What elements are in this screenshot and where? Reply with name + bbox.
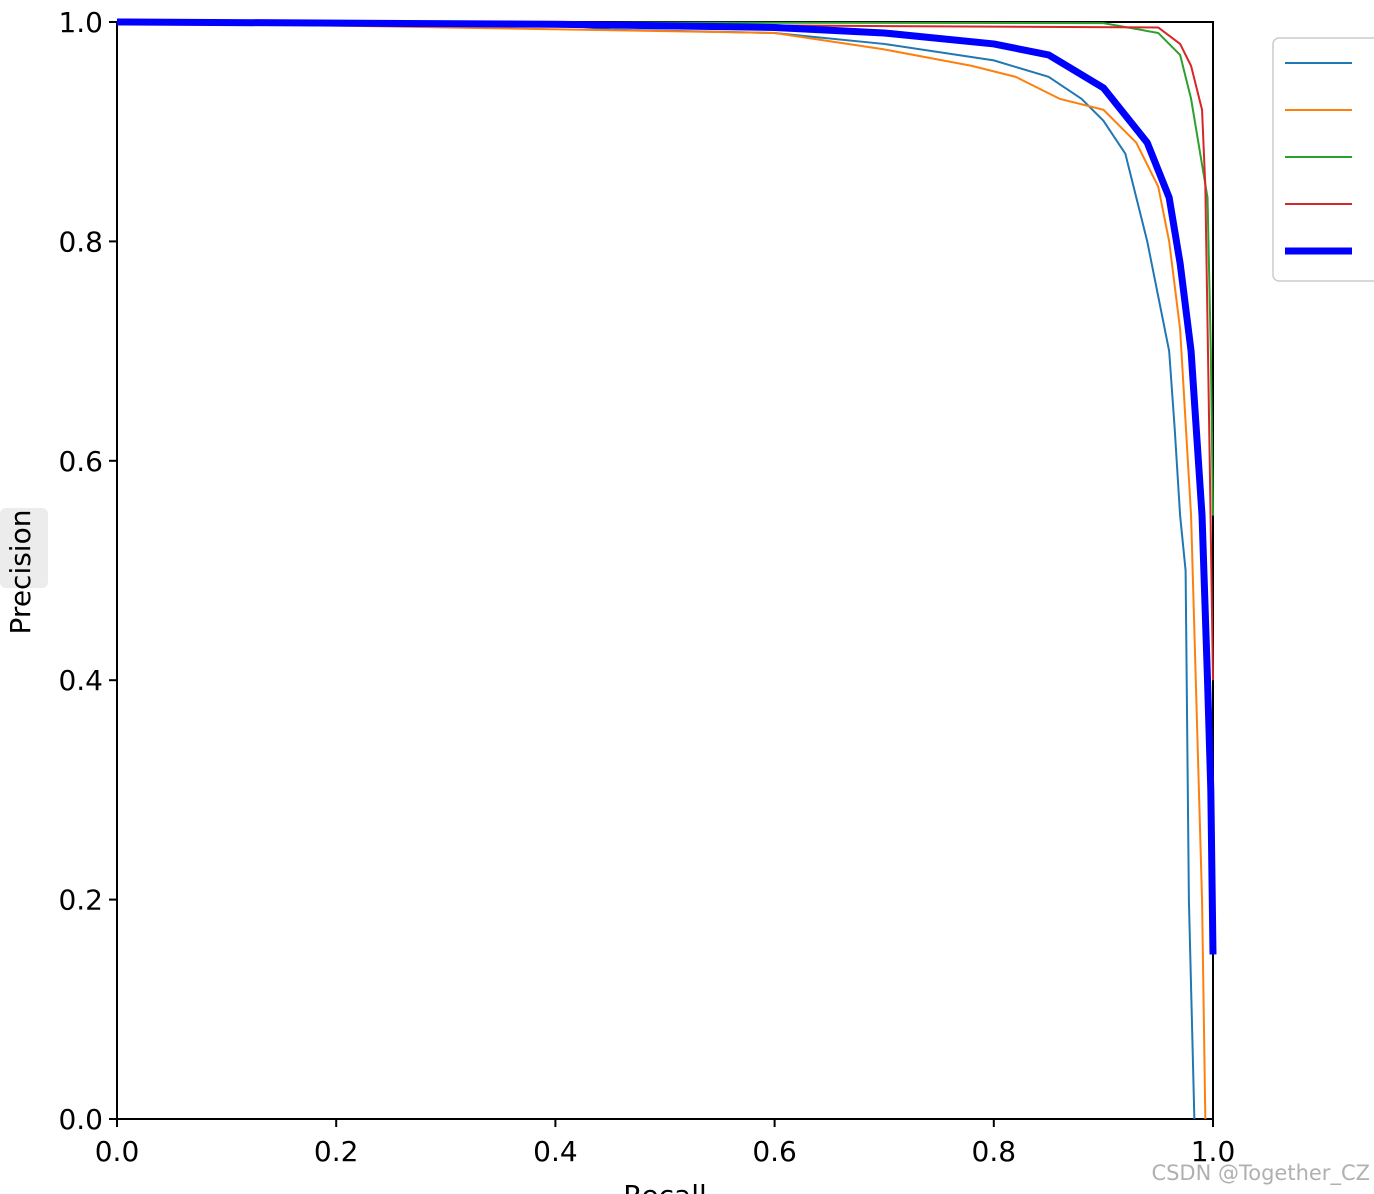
y-tick-label: 0.8 <box>58 225 103 258</box>
y-tick-label: 0.2 <box>58 884 103 917</box>
pr-curve <box>116 21 1214 681</box>
pr-curve <box>116 21 1196 1120</box>
x-tick-label: 1.0 <box>1191 1135 1236 1168</box>
y-tick-label: 0.4 <box>58 664 103 697</box>
x-tick-label: 0.8 <box>972 1135 1017 1168</box>
watermark: CSDN @Together_CZ <box>1151 1161 1370 1186</box>
pr-curve <box>116 21 1207 1120</box>
x-tick-label: 0.2 <box>314 1135 359 1168</box>
legend-box <box>1272 37 1374 282</box>
y-tick-label: 0.6 <box>58 445 103 478</box>
x-tick-label: 0.4 <box>533 1135 578 1168</box>
pr-curve <box>116 18 1217 955</box>
x-tick-label: 0.6 <box>752 1135 797 1168</box>
plot-frame <box>116 21 1214 1120</box>
x-axis-label: Recall <box>623 1179 707 1194</box>
y-tick-label: 1.0 <box>58 6 103 39</box>
y-tick-label: 0.0 <box>58 1103 103 1136</box>
ylabel-box <box>0 508 48 588</box>
y-axis-label: Precision <box>4 510 37 635</box>
x-tick-label: 0.0 <box>95 1135 140 1168</box>
pr-curve <box>116 21 1214 516</box>
